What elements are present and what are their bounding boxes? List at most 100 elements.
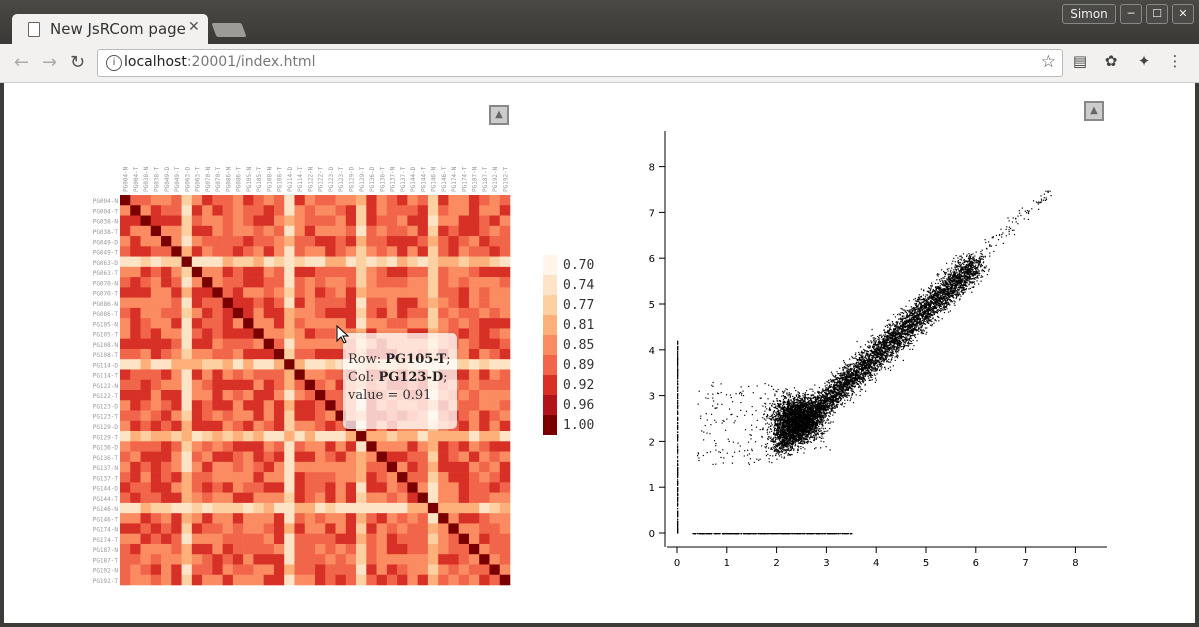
scatter-point (965, 272, 967, 275)
scatter-point (943, 304, 945, 306)
heatmap-col-label: PG123-T (338, 166, 345, 192)
scatter-point (878, 362, 881, 364)
heatmap-cell (407, 225, 418, 237)
scatter-point (964, 276, 966, 278)
scatter-point (871, 366, 874, 368)
scatter-point (857, 372, 859, 374)
scatter-point (868, 365, 870, 367)
heatmap-cell (202, 502, 213, 514)
heatmap-cell (150, 307, 162, 319)
heatmap-cell (294, 502, 306, 514)
heatmap-cell (489, 338, 501, 350)
heatmap-cell (468, 420, 480, 432)
scatter-point (949, 293, 951, 295)
heatmap-cell (161, 338, 172, 350)
minimize-button[interactable]: ─ (1120, 4, 1142, 24)
heatmap-cell (284, 472, 295, 483)
scatter-point (874, 343, 876, 345)
heatmap-cell (438, 318, 449, 329)
gnome-extension-icon[interactable]: ✦ (1137, 52, 1151, 70)
heatmap-cell (181, 431, 193, 442)
scatter-point (874, 360, 876, 363)
heatmap-cell (427, 431, 439, 442)
heatmap-cell (284, 236, 295, 247)
heatmap-cell (294, 359, 306, 370)
scatter-point (832, 410, 834, 412)
scatter-point (948, 267, 950, 270)
heatmap-cell (366, 502, 377, 514)
scatter-point (833, 407, 835, 409)
heatmap-cell (376, 307, 388, 319)
heatmap-cell (407, 543, 418, 555)
scatter-point (912, 332, 914, 334)
heatmap-cell (130, 533, 141, 545)
browser-tab[interactable]: New JsRCom page ✕ (12, 14, 208, 44)
scatter-point (914, 320, 917, 323)
heatmap-cell (171, 318, 182, 329)
scatter-point (877, 346, 879, 348)
new-tab-button[interactable] (211, 23, 247, 37)
scatter-point (976, 268, 978, 270)
scatter-point (922, 294, 925, 296)
scatter-point (833, 399, 835, 402)
scatter-point (901, 324, 903, 326)
heatmap-row-label: PG049-D (93, 239, 119, 246)
scatter-point (804, 419, 806, 421)
scatter-point (832, 390, 834, 392)
bookmark-star-icon[interactable]: ☆ (1040, 52, 1056, 72)
heatmap-cell (386, 318, 398, 329)
heatmap-cell (212, 215, 223, 227)
heatmap-cell (407, 523, 418, 534)
heatmap-cell (161, 513, 172, 524)
scatter-point (860, 377, 862, 379)
scatter-point (895, 321, 898, 323)
scatter-point (873, 370, 875, 372)
heatmap-collapse-button[interactable]: ▲ (489, 105, 509, 125)
extension-icon[interactable]: ✿ (1104, 52, 1118, 70)
maximize-button[interactable]: ☐ (1146, 4, 1168, 24)
legend-swatch (543, 415, 557, 435)
heatmap-cell (386, 451, 398, 463)
heatmap-cell (253, 256, 264, 268)
heatmap-cell (479, 277, 490, 288)
heatmap-col-label: PG136-D (369, 166, 376, 192)
heatmap-cell (232, 390, 244, 401)
scatter-point (937, 286, 940, 288)
heatmap-cell (130, 502, 141, 514)
info-icon[interactable]: i (106, 55, 122, 71)
heatmap-cell (212, 461, 223, 473)
scatter-point (838, 385, 840, 387)
scatter-point (915, 312, 917, 314)
scatter-point (781, 443, 783, 445)
address-bar[interactable]: i localhost:20001/index.html ☆ (97, 49, 1063, 77)
heatmap-cell (335, 246, 347, 257)
heatmap-cell (171, 205, 182, 216)
scatter-point (931, 307, 933, 310)
forward-arrow-icon[interactable]: → (42, 52, 58, 73)
heatmap-cell (171, 472, 182, 483)
document-extension-icon[interactable]: ▤ (1072, 52, 1088, 70)
heatmap-cell (356, 246, 367, 257)
close-window-button[interactable]: ✕ (1172, 4, 1194, 24)
scatter-point (870, 366, 872, 369)
heatmap-row-label: PG137-N (93, 465, 119, 472)
back-arrow-icon[interactable]: ← (14, 52, 30, 73)
heatmap-cell (427, 236, 439, 247)
menu-kebab-icon[interactable]: ⋮ (1167, 52, 1183, 70)
heatmap-cell (304, 492, 316, 504)
scatter-point (900, 319, 902, 321)
scatter-point (944, 275, 946, 278)
scatter-point (784, 441, 786, 444)
close-tab-icon[interactable]: ✕ (188, 19, 200, 35)
scatter-point (888, 355, 890, 357)
user-profile-button[interactable]: Simon (1062, 4, 1116, 24)
reload-icon[interactable]: ↻ (70, 52, 86, 73)
scatter-collapse-button[interactable]: ▲ (1084, 101, 1104, 121)
heatmap-cell (417, 256, 429, 268)
heatmap-cell (315, 348, 326, 360)
scatter-point (916, 329, 918, 331)
heatmap-cell (335, 513, 347, 524)
scatter-point (836, 391, 838, 393)
scatter-point (844, 391, 846, 393)
